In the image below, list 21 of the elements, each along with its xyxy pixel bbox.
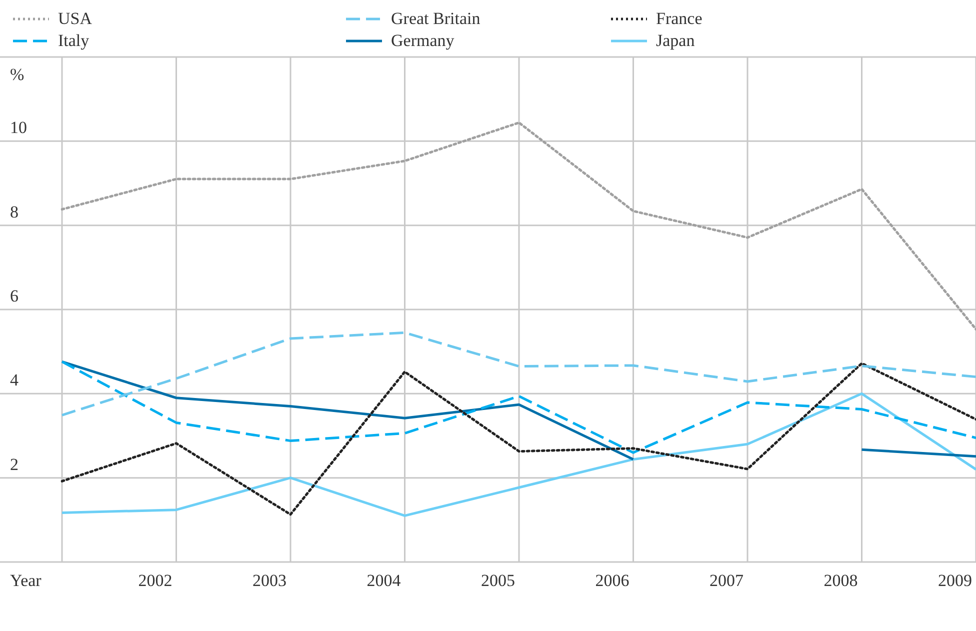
legend-label: Japan <box>656 31 695 51</box>
legend-label: Great Britain <box>391 9 480 29</box>
legend-label: France <box>656 9 702 29</box>
y-tick-label: 4 <box>10 370 19 390</box>
legend-label: USA <box>58 9 92 29</box>
x-tick-label: 2002 <box>138 571 172 591</box>
x-tick-label: 2005 <box>481 571 515 591</box>
y-tick-label: 6 <box>10 286 18 306</box>
x-tick-label: 2004 <box>366 571 401 591</box>
x-tick-label: 2007 <box>710 571 744 591</box>
x-tick-label: 2008 <box>824 571 858 591</box>
x-tick-label: 2006 <box>595 571 630 591</box>
y-tick-label: 8 <box>10 202 18 222</box>
x-tick-label: 2009 <box>938 571 972 591</box>
x-tick-label: 2003 <box>252 571 286 591</box>
y-tick-label: 2 <box>10 454 18 474</box>
y-tick-label: 10 <box>10 118 27 138</box>
x-axis-title: Year <box>10 571 42 591</box>
legend-label: Italy <box>58 31 90 51</box>
legend-label: Germany <box>391 31 454 51</box>
y-axis-title: % <box>10 65 24 84</box>
